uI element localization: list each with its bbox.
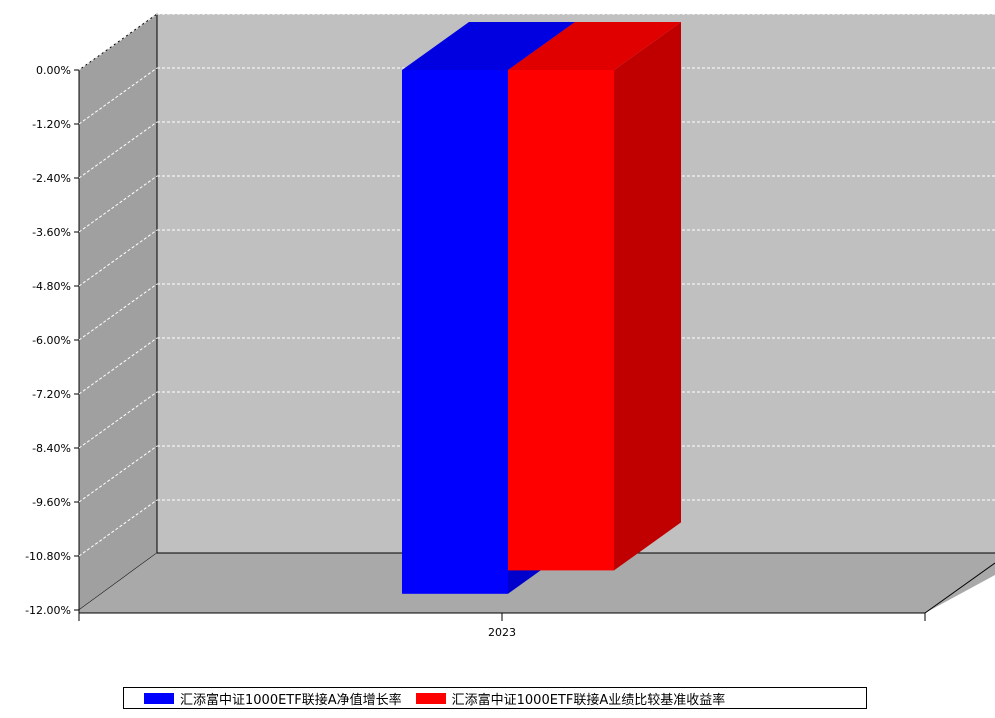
x-tick-label: 2023 — [488, 626, 516, 639]
y-tick-label: -10.80% — [25, 550, 71, 563]
legend: 汇添富中证1000ETF联接A净值增长率 汇添富中证1000ETF联接A业绩比较… — [123, 687, 867, 709]
y-tick-label: -8.40% — [32, 442, 71, 455]
grid-line-side — [78, 283, 158, 341]
grid-line-side — [78, 121, 158, 179]
grid-line-side — [78, 67, 158, 125]
grid-line-side — [78, 229, 158, 287]
y-tick-label: -1.20% — [32, 118, 71, 131]
chart-floor — [79, 553, 995, 613]
y-tick-label: -9.60% — [32, 496, 71, 509]
y-tick-label: -12.00% — [25, 604, 71, 617]
bars — [402, 22, 681, 594]
y-tick-label: -2.40% — [32, 172, 71, 185]
x-axis-ticks: 2023 — [78, 613, 926, 639]
y-tick-label: -4.80% — [32, 280, 71, 293]
legend-swatch-red — [415, 692, 446, 704]
legend-item-benchmark: 汇添富中证1000ETF联接A业绩比较基准收益率 — [415, 689, 726, 708]
floor-right-edge — [924, 562, 995, 614]
legend-item-nav: 汇添富中证1000ETF联接A净值增长率 — [144, 689, 402, 708]
legend-label-benchmark: 汇添富中证1000ETF联接A业绩比较基准收益率 — [451, 692, 726, 708]
grid-line-side — [78, 337, 158, 395]
y-tick-label: -7.20% — [32, 388, 71, 401]
grid-line-side — [78, 499, 158, 557]
grid-line-side — [78, 391, 158, 449]
bar-side — [614, 22, 681, 571]
grid-line-side — [78, 13, 158, 71]
bar-chart: 0.00% -1.20% -2.40% -3.60% -4.80% -6.00% -7.20… — [25, 13, 995, 639]
bar-front — [402, 70, 508, 594]
bar-front — [508, 70, 614, 571]
bar-top — [508, 22, 681, 70]
legend-label-nav: 汇添富中证1000ETF联接A净值增长率 — [180, 692, 402, 708]
y-tick-label: 0.00% — [36, 64, 71, 77]
y-tick-label: -3.60% — [32, 226, 71, 239]
y-tick-label: -6.00% — [32, 334, 71, 347]
grid-lines — [78, 13, 995, 557]
grid-line-side — [78, 445, 158, 503]
bar-top — [402, 22, 575, 70]
grid-line-side — [78, 175, 158, 233]
legend-swatch-blue — [144, 692, 174, 704]
y-axis-ticks: 0.00% -1.20% -2.40% -3.60% -4.80% -6.00% -7.20… — [25, 64, 79, 617]
chart-side-wall — [78, 13, 158, 611]
